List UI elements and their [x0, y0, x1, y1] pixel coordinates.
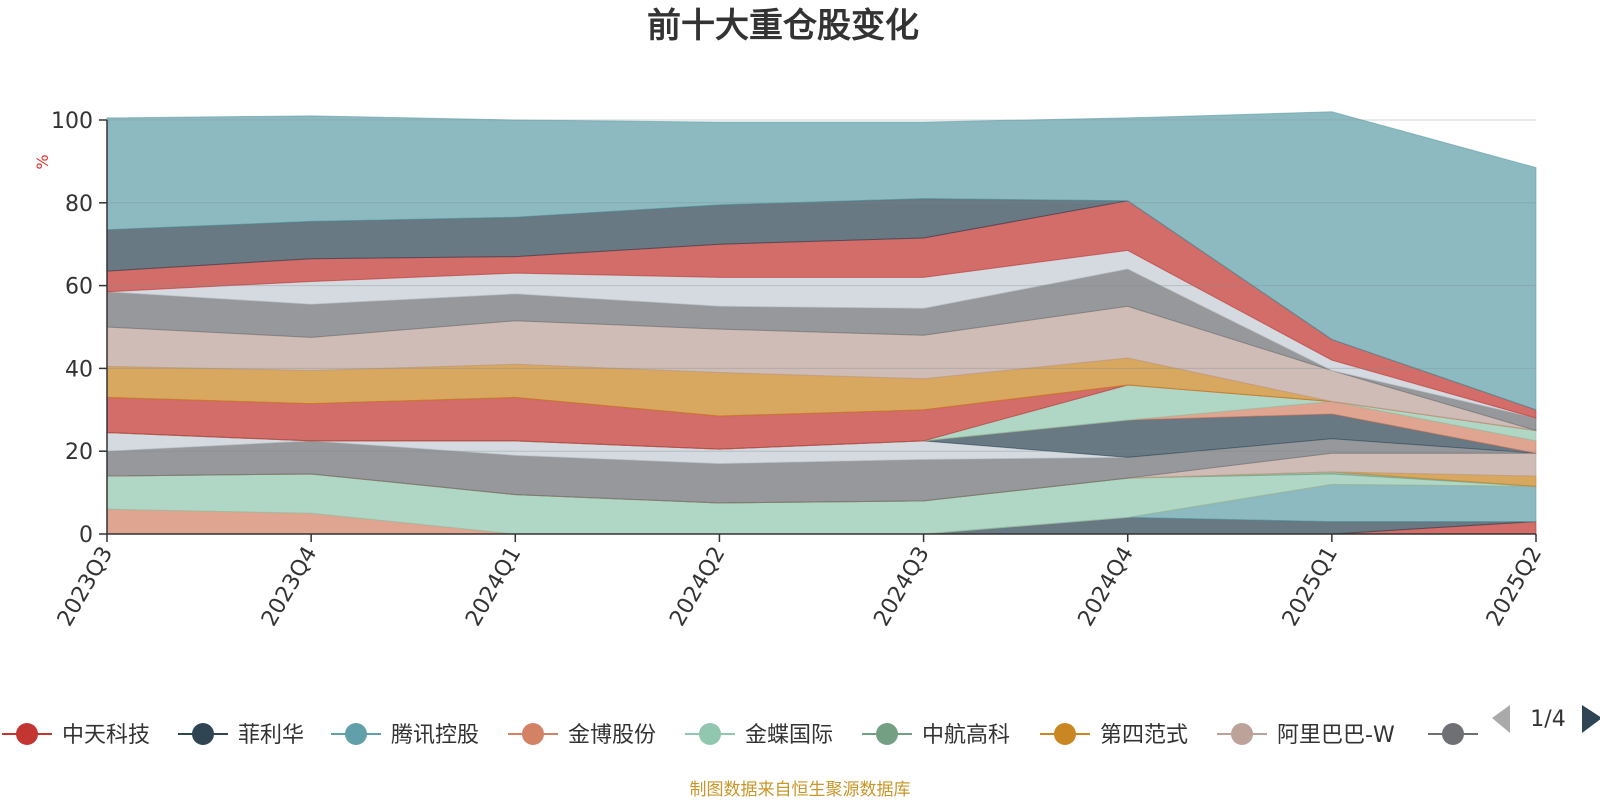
y-axis-unit: %	[33, 154, 52, 169]
legend-label: 腾讯控股	[391, 723, 479, 748]
legend-item-7[interactable]: 阿里巴巴-W	[1217, 723, 1395, 748]
legend-item-1[interactable]: 菲利华	[178, 723, 304, 748]
x-tick-label: 2024Q1	[461, 543, 526, 631]
x-tick-label: 2024Q3	[869, 543, 934, 631]
legend-label: 菲利华	[238, 723, 304, 748]
x-tick-label: 2023Q4	[257, 543, 322, 631]
legend-marker-icon	[16, 723, 38, 745]
legend-next-icon[interactable]	[1582, 705, 1600, 733]
legend-marker-icon	[1231, 723, 1253, 745]
series-area-20	[106, 111, 1537, 411]
chart-title: 前十大重仓股变化	[647, 6, 919, 46]
legend-marker-icon	[1442, 723, 1464, 745]
legend-label: 金博股份	[568, 723, 656, 748]
legend-marker-icon	[522, 723, 544, 745]
legend-item-5[interactable]: 中航高科	[862, 723, 1010, 748]
series-areas	[106, 111, 1537, 535]
legend-label: 阿里巴巴-W	[1277, 723, 1395, 748]
x-tick-label: 2024Q4	[1074, 543, 1139, 631]
legend-item-8[interactable]	[1428, 723, 1478, 745]
x-tick-label: 2025Q1	[1278, 543, 1343, 631]
legend-item-0[interactable]: 中天科技	[2, 723, 150, 748]
legend-item-3[interactable]: 金博股份	[508, 723, 656, 748]
legend: 中天科技 菲利华 腾讯控股 金博股份 金蝶国际 中航高科 第四范式 阿里巴巴-W	[2, 723, 1478, 748]
y-tick-label: 60	[65, 275, 93, 300]
legend-prev-icon[interactable]	[1492, 705, 1510, 733]
legend-pager: 1/4	[1492, 705, 1600, 733]
x-tick-label: 2025Q2	[1482, 543, 1547, 631]
legend-label: 金蝶国际	[745, 723, 833, 748]
legend-label: 中天科技	[62, 723, 150, 748]
legend-label: 中航高科	[922, 723, 1010, 748]
y-tick-label: 80	[65, 192, 93, 217]
source-note: 制图数据来自恒生聚源数据库	[690, 780, 911, 800]
legend-item-4[interactable]: 金蝶国际	[685, 723, 833, 748]
legend-marker-icon	[192, 723, 214, 745]
x-tick-label: 2023Q3	[53, 543, 118, 631]
legend-page-indicator: 1/4	[1530, 707, 1565, 732]
legend-marker-icon	[345, 723, 367, 745]
y-tick-label: 0	[79, 523, 93, 548]
legend-marker-icon	[876, 723, 898, 745]
grid-lines	[107, 119, 1536, 452]
legend-label: 第四范式	[1100, 723, 1188, 748]
x-tick-label: 2024Q2	[665, 543, 730, 631]
legend-marker-icon	[699, 723, 721, 745]
legend-marker-icon	[1054, 723, 1076, 745]
legend-item-2[interactable]: 腾讯控股	[331, 723, 479, 748]
y-tick-label: 40	[65, 357, 93, 382]
legend-item-6[interactable]: 第四范式	[1040, 723, 1188, 748]
y-tick-label: 100	[51, 109, 93, 134]
y-tick-label: 20	[65, 440, 93, 465]
